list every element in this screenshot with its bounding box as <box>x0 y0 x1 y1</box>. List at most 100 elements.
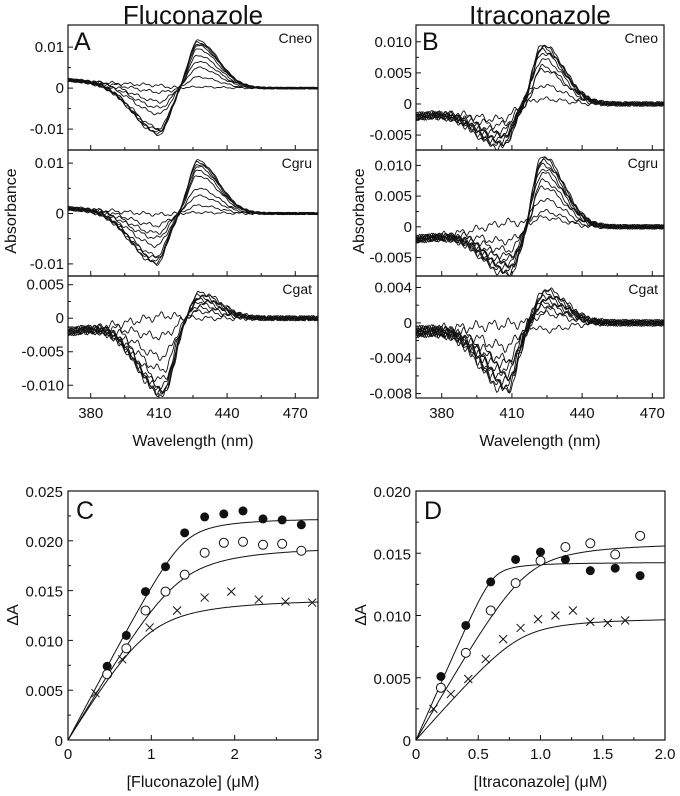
spectrum-line <box>416 156 664 276</box>
data-point-open <box>560 542 571 553</box>
panel-d <box>415 490 666 741</box>
spectrum-line <box>416 162 664 271</box>
spectrum-line <box>68 206 318 217</box>
spectrum-line <box>68 311 318 336</box>
y-tick-label: 0.010 <box>374 157 412 174</box>
data-point-filled <box>610 563 620 573</box>
spectrum-line <box>416 172 664 268</box>
y-tick-label: -0.008 <box>369 386 412 403</box>
y-tick-label: 0.010 <box>373 609 411 626</box>
y-tick-label: -0.01 <box>30 256 64 273</box>
y-axis-label: Absorbance <box>351 168 368 253</box>
y-tick-label: 0.025 <box>25 484 63 501</box>
x-tick-label: 3 <box>314 746 322 763</box>
spectrum-line <box>416 58 664 139</box>
spectrum-line <box>416 44 664 150</box>
data-point-filled <box>200 512 210 522</box>
fit-curve <box>415 619 665 741</box>
data-point-cross <box>145 623 155 632</box>
x-tick-label: 470 <box>640 405 665 422</box>
subplot-label: Cgat <box>282 281 312 297</box>
data-point-filled <box>536 547 545 557</box>
data-point-filled <box>560 554 570 564</box>
subplot-label: Cgru <box>628 155 658 171</box>
data-point-cross <box>620 616 630 625</box>
x-tick-label: 380 <box>78 405 103 422</box>
data-point-open <box>535 555 546 566</box>
plot-frame <box>415 490 666 741</box>
data-point-open <box>102 669 113 680</box>
data-point-open <box>610 549 621 560</box>
data-point-cross <box>446 689 456 699</box>
data-point-open <box>238 536 248 547</box>
data-point-filled <box>461 620 471 630</box>
data-point-cross <box>226 587 236 596</box>
y-tick-label: -0.004 <box>369 350 412 367</box>
data-point-cross <box>603 618 613 628</box>
panel-letter: B <box>422 28 439 56</box>
panel-b <box>415 24 665 399</box>
y-tick-label: 0 <box>56 310 64 327</box>
data-point-cross <box>568 606 578 615</box>
subplot-cneo <box>67 24 319 151</box>
y-tick-label: 0.015 <box>25 584 63 601</box>
data-point-filled <box>258 514 268 524</box>
y-axis-label: Absorbance <box>3 168 20 253</box>
spectrum-line <box>416 83 664 130</box>
data-point-cross <box>200 593 210 602</box>
subplot-frame <box>415 275 665 399</box>
data-point-filled <box>277 515 287 525</box>
data-point-open <box>277 538 288 549</box>
data-point-cross <box>429 704 438 714</box>
y-tick-label: 0.01 <box>35 39 64 56</box>
data-point-cross <box>254 595 264 604</box>
data-point-cross <box>91 688 100 698</box>
data-point-open <box>258 539 268 550</box>
y-tick-label: 0.005 <box>374 188 412 205</box>
x-tick-label: 0 <box>412 746 420 763</box>
x-tick-label: 410 <box>499 405 524 422</box>
y-tick-label: 0.005 <box>26 277 64 294</box>
data-point-open <box>121 643 132 654</box>
data-point-cross <box>533 614 543 624</box>
spectrum-line <box>68 75 318 94</box>
y-tick-label: -0.005 <box>369 250 412 267</box>
fit-curve <box>415 545 665 741</box>
data-point-cross <box>463 674 473 684</box>
data-point-open <box>485 605 496 616</box>
y-tick-label: 0 <box>55 733 63 750</box>
spectrum-line <box>416 294 664 386</box>
data-point-filled <box>296 520 306 530</box>
subplot-label: Cgat <box>628 281 658 297</box>
x-tick-label: 1 <box>147 746 155 763</box>
data-point-cross <box>117 654 127 664</box>
plot-frame <box>67 490 319 741</box>
panel-a <box>67 24 319 399</box>
data-point-open <box>160 586 171 597</box>
x-tick-label: 1.5 <box>592 746 613 763</box>
y-tick-label: 0.01 <box>35 155 64 172</box>
x-tick-label: 440 <box>215 405 240 422</box>
y-tick-label: 0.005 <box>373 671 411 688</box>
y-tick-label: 0.010 <box>374 34 412 51</box>
data-point-open <box>510 578 521 589</box>
data-point-open <box>218 537 229 548</box>
spectrum-line <box>68 294 318 394</box>
spectrum-line <box>416 310 664 354</box>
x-tick-label: 380 <box>429 405 454 422</box>
data-point-filled <box>436 672 446 682</box>
data-point-filled <box>121 630 131 640</box>
spectrum-line <box>416 63 664 139</box>
spectrum-line <box>416 178 664 263</box>
panel-letter: A <box>74 28 91 56</box>
x-tick-label: 2 <box>230 746 238 763</box>
panel-letter: C <box>76 497 94 525</box>
data-point-filled <box>141 587 150 597</box>
fit-curve <box>67 519 318 741</box>
y-tick-label: 0 <box>56 206 64 223</box>
panel-letter: D <box>424 497 442 525</box>
data-point-open <box>199 547 210 558</box>
subplot-label: Cneo <box>279 30 313 46</box>
spectrum-line <box>416 209 664 246</box>
y-tick-label: 0.015 <box>373 546 411 563</box>
